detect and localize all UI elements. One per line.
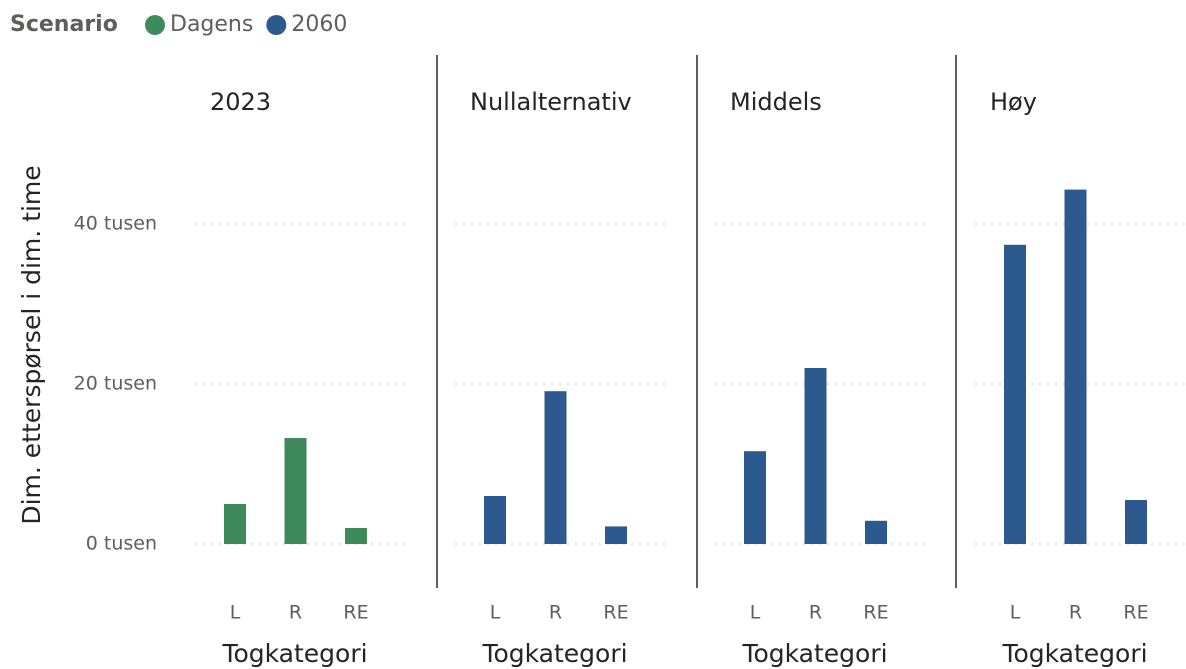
panel-title: 2023 (210, 88, 271, 116)
panel-title: Middels (730, 88, 822, 116)
bar (224, 504, 246, 544)
bar (744, 451, 766, 544)
legend-label: 2060 (291, 12, 347, 37)
x-tick-label: L (490, 602, 501, 624)
panel-title: Høy (990, 88, 1037, 116)
bar (1004, 244, 1026, 545)
legend-label: Dagens (170, 12, 253, 37)
x-tick-label: RE (603, 602, 628, 624)
panel-title: Nullalternativ (470, 88, 632, 116)
x-tick-label: RE (343, 602, 368, 624)
x-tick-label: L (750, 602, 761, 624)
x-axis-title: Togkategori (1001, 639, 1147, 668)
x-tick-label: RE (863, 602, 888, 624)
x-tick-label: R (549, 602, 562, 624)
bar (1064, 189, 1087, 544)
y-tick-label: 0 tusen (86, 533, 157, 555)
y-tick-label: 20 tusen (74, 373, 157, 395)
x-tick-label: R (1069, 602, 1082, 624)
x-tick-label: R (289, 602, 302, 624)
x-tick-label: R (809, 602, 822, 624)
x-tick-label: L (1010, 602, 1021, 624)
x-tick-label: L (230, 602, 241, 624)
y-axis-title: Dim. etterspørsel i dim. time (17, 165, 46, 524)
bar (804, 368, 827, 544)
bar (484, 496, 506, 544)
x-axis-title: Togkategori (741, 639, 887, 668)
bar (605, 526, 627, 544)
bar (865, 520, 887, 544)
bar (284, 438, 307, 544)
bar (544, 391, 567, 544)
bar (1125, 500, 1147, 544)
x-axis-title: Togkategori (481, 639, 627, 668)
legend-marker (145, 15, 165, 35)
x-tick-label: RE (1123, 602, 1148, 624)
y-tick-label: 40 tusen (74, 213, 157, 235)
legend-title: Scenario (10, 12, 118, 37)
legend-marker (266, 15, 287, 35)
bar (345, 528, 367, 544)
x-axis-title: Togkategori (221, 639, 367, 668)
